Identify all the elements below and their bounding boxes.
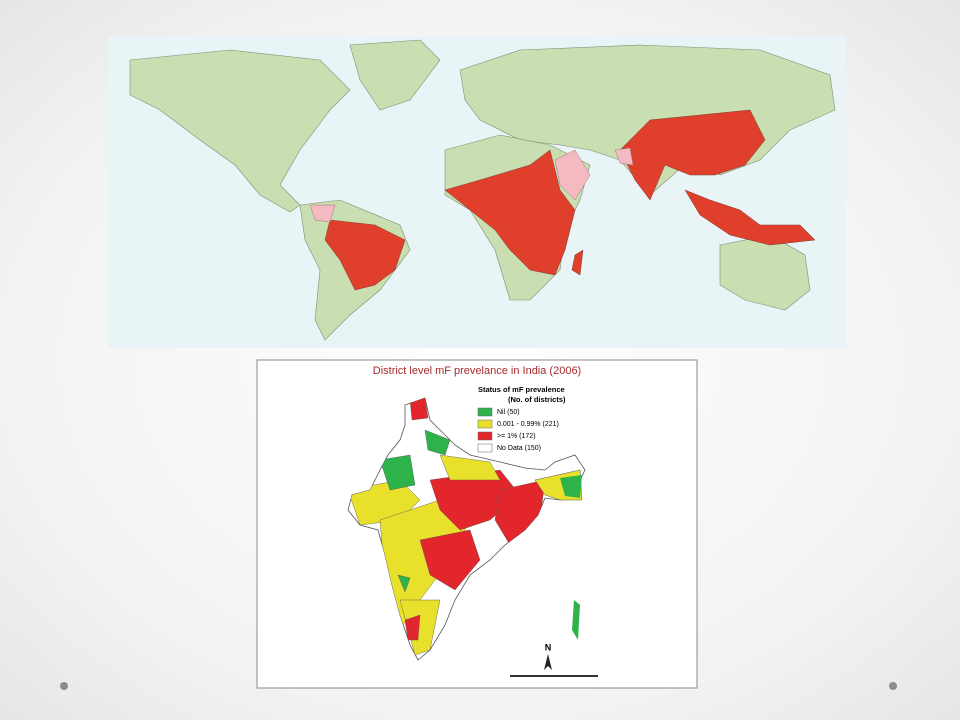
- endemic-low: [309, 147, 634, 223]
- legend-heading: Status of mF prevalence: [478, 385, 565, 394]
- district-patch: [404, 614, 421, 641]
- islands: [572, 600, 580, 640]
- north-arrow: [544, 654, 552, 670]
- legend-swatch: [477, 443, 493, 453]
- legend-label: 0.001 - 0.99% (221): [497, 421, 559, 428]
- slide-dot: [60, 682, 68, 690]
- legend-label: No Data (150): [497, 445, 541, 452]
- legend-label: >= 1% (172): [497, 433, 536, 440]
- legend: Status of mF prevalence (No. of district…: [477, 385, 566, 453]
- legend-subheading: (No. of districts): [508, 395, 566, 404]
- district-patch: [397, 574, 411, 593]
- legend-swatch: [477, 431, 493, 441]
- district-patch: [424, 429, 451, 456]
- legend-label: Nil (50): [497, 409, 520, 416]
- legend-swatch: [477, 407, 493, 417]
- district-patch: [439, 454, 501, 481]
- map-title: District level mF prevelance in India (2…: [373, 365, 581, 377]
- district-patches: [348, 398, 546, 656]
- northeast-nil: [560, 475, 582, 498]
- legend-swatch: [477, 419, 493, 429]
- district-patch: [419, 529, 481, 591]
- district-patch: [429, 469, 521, 531]
- north-arrow-label: N: [545, 642, 552, 652]
- endemic-high: [324, 109, 816, 291]
- india-map-panel: District level mF prevelance in India (2…: [256, 359, 698, 689]
- world-map: [108, 36, 846, 348]
- district-patch: [379, 454, 416, 491]
- slide-dot: [889, 682, 897, 690]
